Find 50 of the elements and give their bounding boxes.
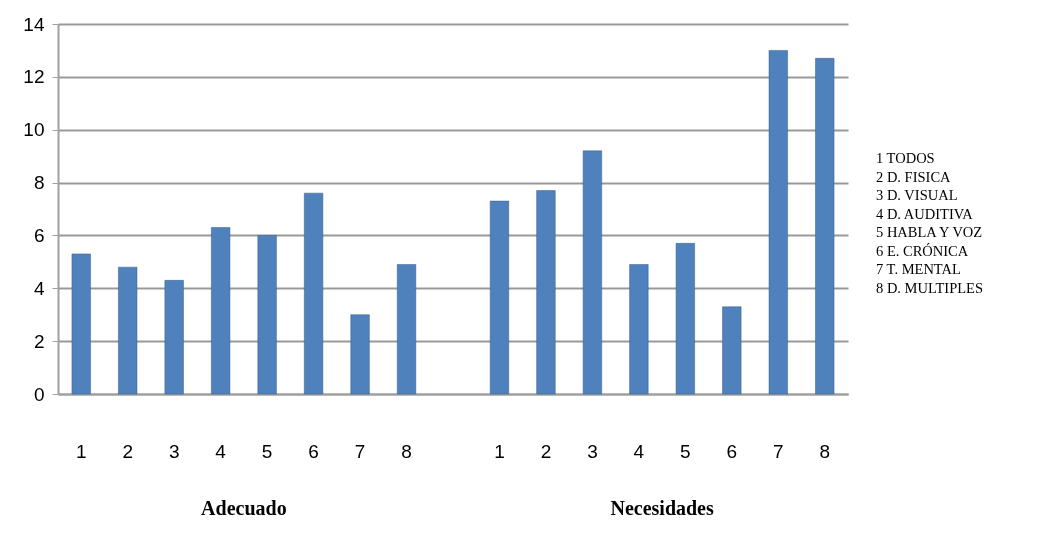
- bar: [71, 253, 91, 395]
- y-tick-label: 10: [23, 119, 45, 141]
- bar: [304, 192, 324, 395]
- x-tick-label: 3: [168, 440, 180, 462]
- x-tick-label: 1: [75, 440, 87, 462]
- x-tick-label: 2: [540, 440, 552, 462]
- text: Adecuado: [201, 497, 287, 519]
- x-tick-label: 4: [215, 440, 227, 462]
- text: 3 D. VISUAL: [876, 187, 958, 203]
- x-tick-label: 2: [122, 440, 133, 462]
- text: 2 D. FISICA: [876, 168, 952, 185]
- y-tick-label: 0: [33, 383, 45, 405]
- y-tick-label: 12: [23, 66, 45, 88]
- text: Necesidades: [610, 497, 714, 519]
- bar: [536, 190, 556, 395]
- x-tick-label: 6: [726, 440, 738, 462]
- x-tick-label: 1: [494, 440, 505, 462]
- text: 1 TODOS: [876, 150, 935, 166]
- text: 4 D. AUDITIVA: [876, 205, 974, 222]
- bar: [350, 314, 370, 395]
- text: 6 E. CRÓNICA: [876, 242, 969, 259]
- bar: [768, 50, 788, 395]
- x-tick-label: 4: [633, 440, 645, 462]
- y-tick-label: 14: [23, 13, 45, 35]
- x-tick-label: 5: [680, 440, 691, 462]
- bar: [211, 227, 231, 395]
- y-tick-label: 2: [33, 330, 45, 352]
- bar: [722, 306, 742, 395]
- x-tick-label: 8: [819, 440, 831, 462]
- bar: [675, 243, 695, 395]
- bar: [815, 58, 835, 395]
- y-tick-label: 8: [33, 172, 45, 194]
- x-tick-label: 8: [401, 440, 412, 462]
- bar: [582, 150, 602, 395]
- text: 8 D. MULTIPLES: [876, 279, 984, 296]
- bar: [118, 266, 138, 395]
- x-tick-label: 7: [773, 440, 784, 462]
- bar: [396, 264, 417, 395]
- y-tick-label: 6: [33, 224, 45, 246]
- x-tick-label: 7: [354, 440, 366, 462]
- bar: [629, 264, 649, 395]
- text: 7 T. MENTAL: [876, 261, 961, 277]
- x-tick-label: 3: [587, 440, 598, 462]
- y-tick-label: 4: [33, 277, 45, 299]
- x-tick-label: 6: [308, 440, 319, 462]
- x-tick-label: 5: [261, 440, 273, 462]
- bar: [489, 200, 510, 395]
- text: 5 HABLA Y VOZ: [876, 224, 983, 240]
- bar: [257, 235, 277, 395]
- bar: [164, 280, 184, 395]
